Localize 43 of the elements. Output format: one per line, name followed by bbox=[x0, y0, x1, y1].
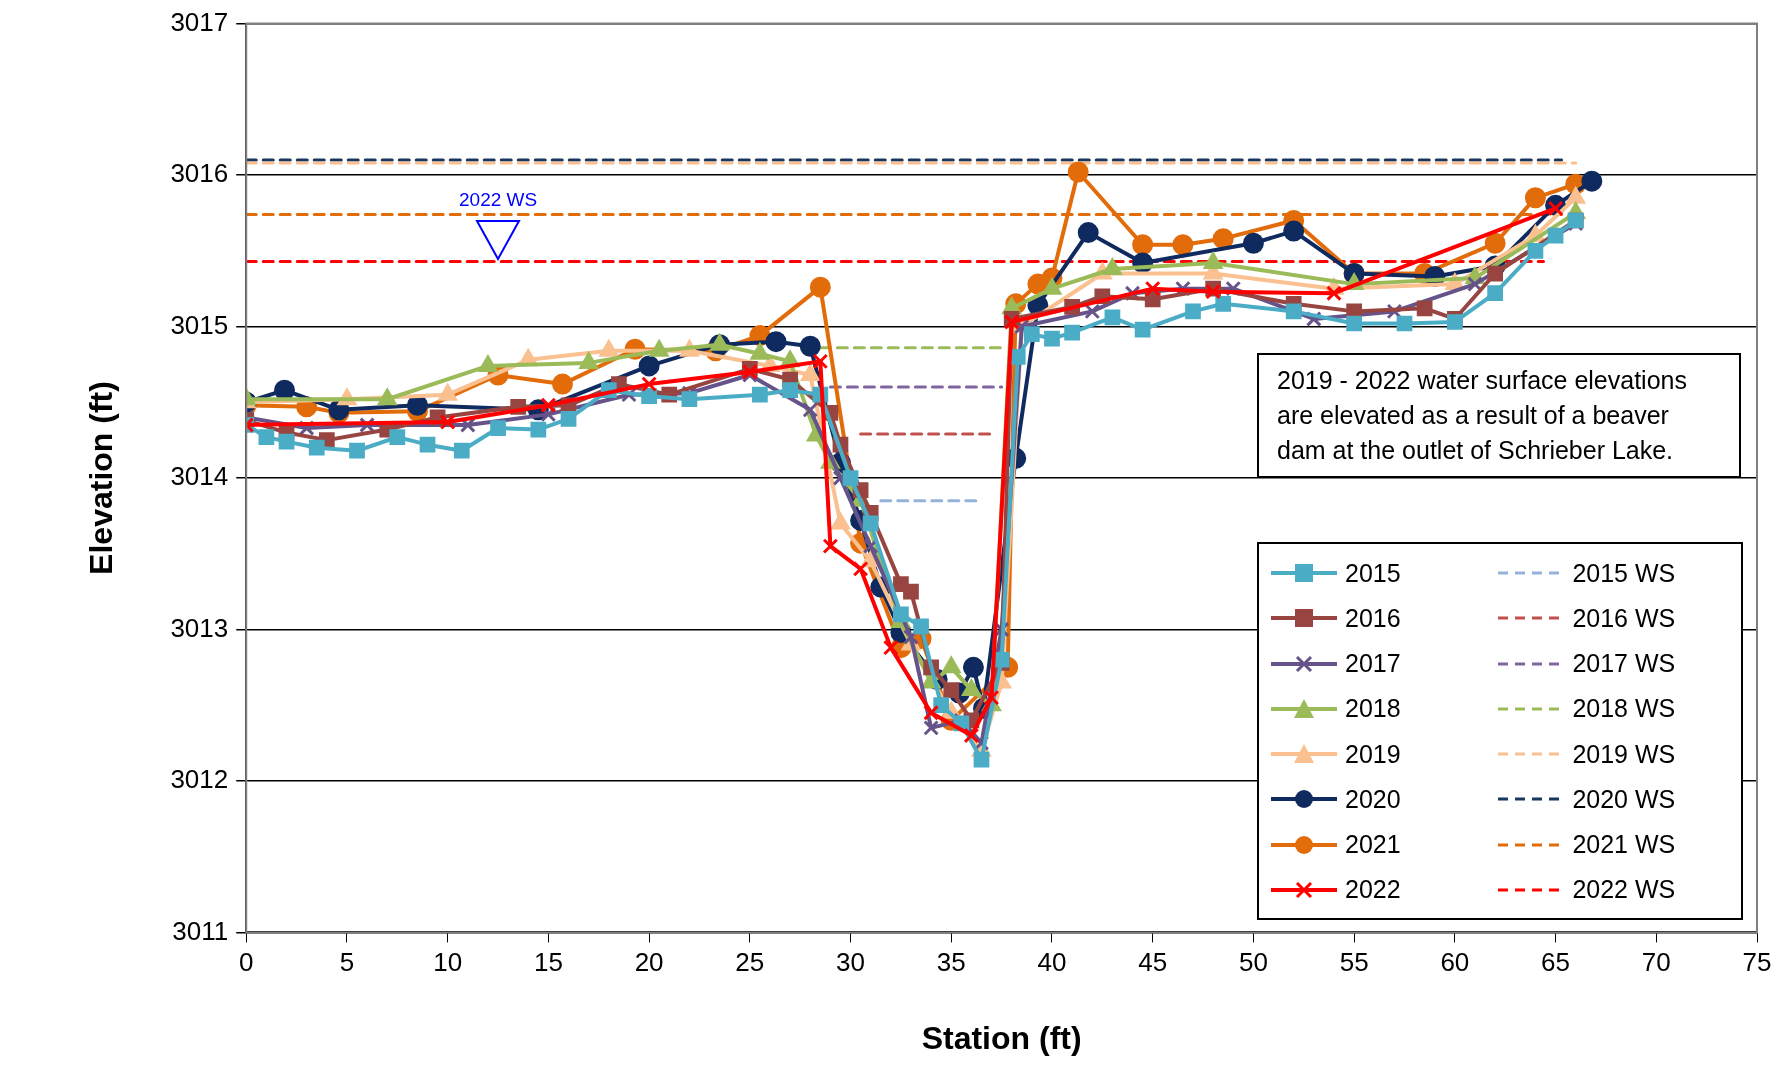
legend-label: 2015 WS bbox=[1572, 558, 1676, 588]
annotation: 2019 - 2022 water surface elevations are elevated as a result of a beaver dam at the outlet of Schrieber Lake. bbox=[1257, 352, 1741, 478]
x-tick-label: 55 bbox=[1339, 947, 1369, 978]
y-tick-label: 3012 bbox=[170, 764, 229, 795]
y-tick-label: 3017 bbox=[170, 6, 229, 37]
x-tick-label: 70 bbox=[1641, 947, 1671, 978]
legend-label: 2018 WS bbox=[1572, 694, 1676, 724]
legend-label: 2017 WS bbox=[1572, 649, 1676, 679]
x-tick-label: 75 bbox=[1742, 947, 1772, 978]
x-tick-label: 25 bbox=[735, 947, 765, 978]
legend-label: 2018 bbox=[1345, 694, 1401, 724]
legend-label: 2016 WS bbox=[1572, 603, 1676, 633]
y-axis-title: Elevation (ft) bbox=[83, 381, 120, 575]
legend-label: 2022 bbox=[1345, 875, 1401, 905]
legend-label: 2017 bbox=[1345, 649, 1401, 679]
x-tick-label: 40 bbox=[1037, 947, 1067, 978]
legend-label: 2022 WS bbox=[1572, 875, 1676, 905]
legend-label: 2015 bbox=[1345, 558, 1401, 588]
x-tick-label: 35 bbox=[936, 947, 966, 978]
legend-label: 2021 bbox=[1345, 830, 1401, 860]
legend-label: 2019 WS bbox=[1572, 739, 1676, 769]
x-tick-label: 0 bbox=[239, 947, 254, 978]
x-tick-label: 5 bbox=[339, 947, 355, 978]
y-tick-label: 3011 bbox=[172, 915, 229, 946]
x-tick-label: 60 bbox=[1440, 947, 1470, 978]
legend-label: 2020 bbox=[1345, 784, 1401, 814]
y-tick-label: 3016 bbox=[170, 158, 229, 189]
x-tick-label: 10 bbox=[433, 947, 463, 978]
annotation: 2022 WS bbox=[459, 189, 538, 212]
x-tick-label: 45 bbox=[1138, 947, 1168, 978]
y-tick-label: 3013 bbox=[170, 612, 229, 643]
x-tick-label: 50 bbox=[1238, 947, 1268, 978]
legend-label: 2020 WS bbox=[1572, 784, 1676, 814]
x-tick-label: 20 bbox=[634, 947, 664, 978]
legend-label: 2016 bbox=[1345, 603, 1401, 633]
legend-label: 2021 WS bbox=[1572, 830, 1676, 860]
x-tick-label: 65 bbox=[1541, 947, 1571, 978]
y-tick-label: 3015 bbox=[170, 309, 229, 340]
x-tick-label: 30 bbox=[836, 947, 865, 978]
x-axis-title: Station (ft) bbox=[921, 1019, 1082, 1056]
legend-label: 2019 bbox=[1345, 739, 1401, 769]
y-tick-label: 3014 bbox=[170, 461, 229, 492]
x-tick-label: 15 bbox=[533, 947, 563, 978]
